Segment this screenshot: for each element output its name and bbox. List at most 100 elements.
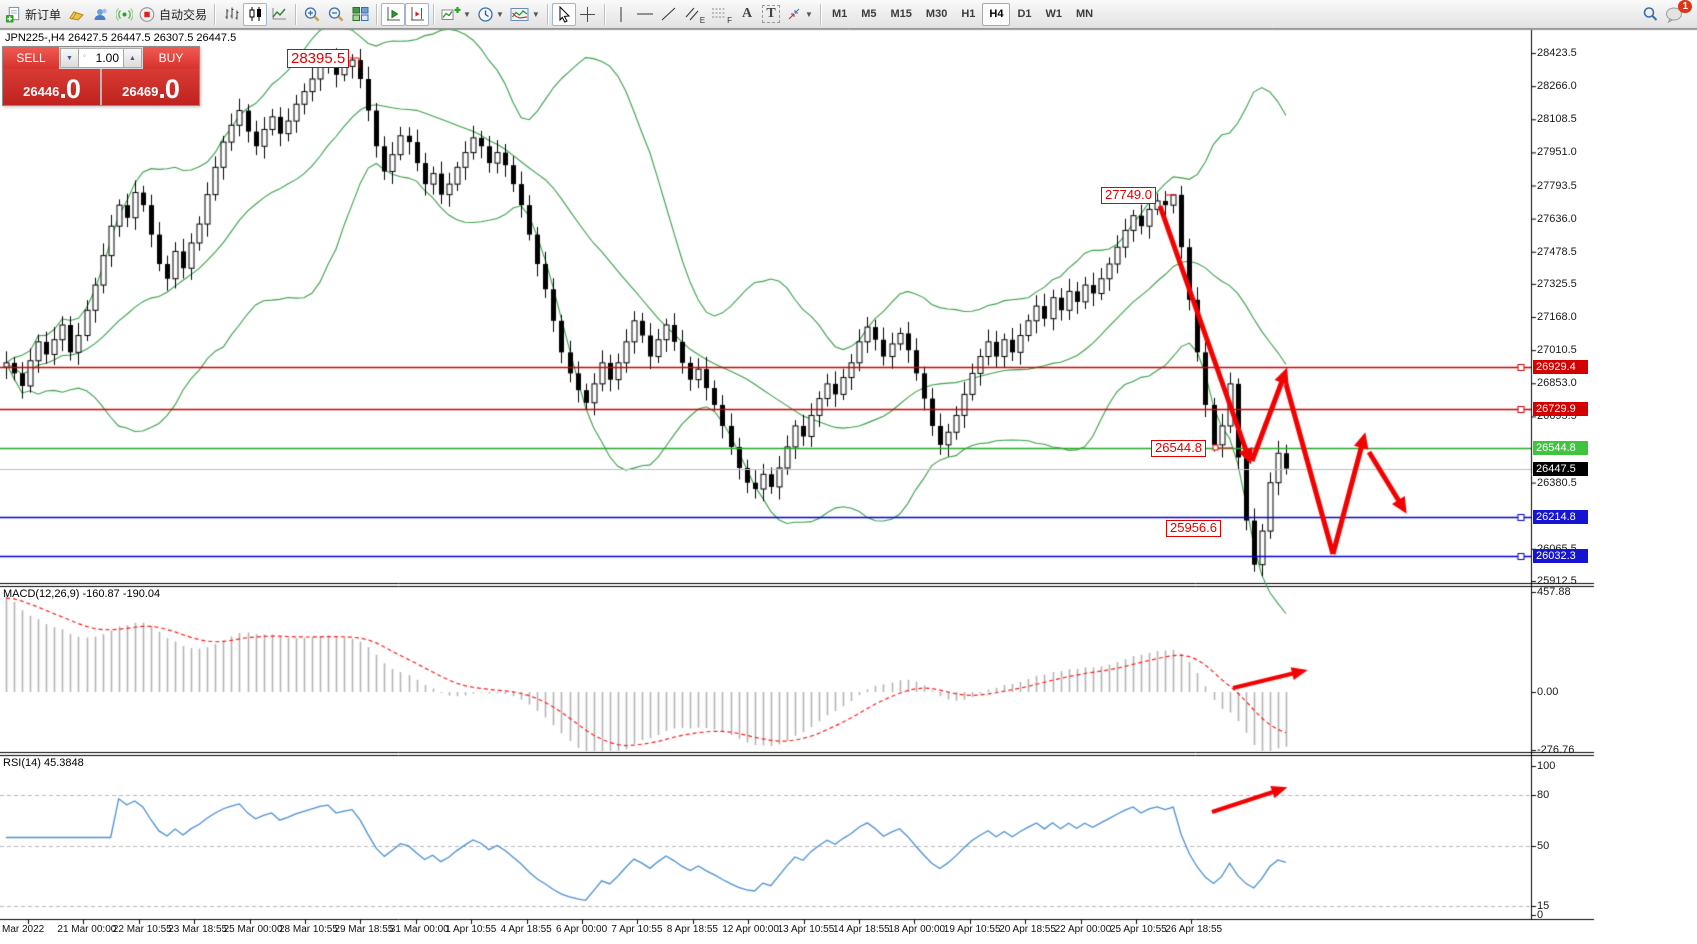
price-annotation[interactable]: 27749.0 [1101, 187, 1156, 204]
text-label-button[interactable]: T [759, 3, 783, 26]
sell-price-panel[interactable]: 26446.0 [3, 69, 100, 105]
text-tool-icon: A [741, 6, 753, 21]
one-click-trade-panel: SELL ▼ ◦ 1.00 ▲ BUY 26446.0 26469.0 [2, 46, 200, 106]
arrow-shapes-icon [786, 6, 803, 22]
price-line-badge: 26729.9 [1533, 402, 1588, 417]
price-tick-label: 28423.5 [1537, 47, 1577, 60]
price-line-badge: 26544.8 [1533, 441, 1588, 456]
community-button[interactable] [88, 3, 112, 26]
time-tick-label: 26 Apr 18:55 [1165, 924, 1223, 935]
price-line-badge: 26032.3 [1533, 548, 1588, 563]
rsi-scale-label: 15 [1537, 900, 1550, 912]
time-tick-label: 4 Apr 18:55 [500, 924, 552, 935]
toolbar-scroll-group [381, 0, 430, 28]
search-button[interactable] [1638, 3, 1662, 26]
price-tick-label: 26853.0 [1537, 377, 1577, 390]
macd-scale-label: 457.88 [1537, 586, 1571, 598]
horizontal-line-button[interactable] [633, 3, 657, 26]
bar-chart-button[interactable] [219, 3, 243, 26]
tf-m30-button[interactable]: M30 [925, 7, 948, 20]
price-line-badge: 26447.5 [1533, 461, 1588, 476]
arrows-tool-button[interactable]: ▼ [783, 3, 816, 26]
volume-dot: ◦ [83, 51, 86, 60]
candlestick-chart-button[interactable] [243, 2, 268, 26]
signals-button[interactable] [112, 3, 136, 26]
zoom-in-icon [303, 6, 321, 23]
auto-scroll-button[interactable] [381, 2, 406, 26]
market-depth-button[interactable] [64, 3, 88, 26]
time-tick-label: 18 Apr 00:00 [888, 924, 946, 935]
sell-button[interactable]: SELL [3, 47, 59, 69]
periods-button[interactable]: ▼ [474, 3, 507, 26]
toolbar-separator [295, 3, 297, 25]
time-tick-label: Mar 2022 [2, 924, 45, 935]
tf-h4-button[interactable]: H4 [982, 2, 1011, 26]
zoom-out-button[interactable] [324, 3, 348, 26]
templates-button[interactable]: ▼ [507, 3, 543, 26]
new-order-button[interactable]: 新订单 [2, 3, 64, 26]
text-tool-button[interactable]: A [735, 3, 759, 26]
search-icon [1641, 5, 1659, 23]
auto-scroll-icon [385, 6, 402, 22]
fibonacci-button[interactable]: F [708, 3, 735, 26]
time-tick-label: 25 Mar 00:00 [223, 924, 283, 935]
rsi-scale-label: 80 [1537, 789, 1550, 801]
price-annotation[interactable]: 26544.8 [1151, 440, 1206, 457]
tf-w1-button[interactable]: W1 [1045, 7, 1063, 20]
time-tick-label: 1 Apr 10:55 [445, 924, 497, 935]
auto-trading-button[interactable]: 自动交易 [136, 3, 210, 26]
rsi-scale-label: 100 [1537, 760, 1556, 772]
tf-d1-button[interactable]: D1 [1017, 7, 1032, 20]
time-tick-label: 8 Apr 18:55 [666, 924, 718, 935]
toolbar-objects-group: E F A T ▼ [551, 0, 816, 28]
tf-m1-button[interactable]: M1 [831, 7, 848, 20]
new-order-label: 新订单 [25, 7, 62, 22]
cursor-button[interactable] [551, 2, 576, 26]
tf-m15-button[interactable]: M15 [890, 7, 912, 20]
toolbar-indicator-group: ▼ ▼ ▼ [438, 0, 543, 28]
volume-increase-button[interactable]: ▲ [123, 48, 142, 68]
rsi-indicator-label: RSI(14) 45.3848 [3, 757, 84, 769]
vertical-line-button[interactable] [609, 3, 633, 26]
toolbar-charttype-group [219, 0, 291, 28]
price-tick-label: 27793.5 [1537, 179, 1577, 192]
toolbar-trade-group: 新订单 自动交易 [2, 0, 210, 28]
triangle-up-icon: ▲ [129, 54, 136, 62]
tf-m5-button[interactable]: M5 [861, 7, 877, 20]
channel-icon [684, 6, 702, 23]
sell-price-fraction: .0 [59, 74, 81, 104]
notifications-button[interactable]: 1 [1662, 0, 1692, 26]
chart-shift-button[interactable] [405, 2, 430, 26]
add-indicator-button[interactable]: ▼ [438, 3, 474, 26]
equidistant-channel-button[interactable]: E [681, 3, 708, 26]
tile-windows-button[interactable] [348, 3, 372, 26]
bar-chart-icon [223, 6, 240, 22]
chevron-down-icon: ▼ [805, 9, 813, 19]
time-tick-label: 25 Apr 10:55 [1110, 924, 1167, 935]
buy-button[interactable]: BUY [143, 47, 199, 69]
macd-scale-label: 0.00 [1537, 686, 1559, 698]
time-tick-label: 31 Mar 00:00 [389, 924, 449, 935]
time-tick-label: 19 Apr 10:55 [943, 924, 1001, 935]
trendline-button[interactable] [657, 3, 681, 26]
toolbar-separator [819, 3, 821, 25]
signal-icon [115, 6, 133, 23]
time-tick-label: 6 Apr 00:00 [556, 924, 608, 935]
new-order-icon [5, 6, 22, 23]
volume-decrease-button[interactable]: ▼ [60, 48, 79, 68]
line-chart-button[interactable] [267, 3, 291, 26]
tf-mn-button[interactable]: MN [1076, 7, 1094, 20]
price-tick-label: 27168.0 [1537, 311, 1577, 324]
volume-input[interactable]: ◦ 1.00 [79, 48, 123, 68]
gold-bar-icon [68, 6, 85, 23]
price-line-badge: 26929.4 [1533, 360, 1588, 375]
zoom-in-button[interactable] [300, 3, 324, 26]
price-annotation[interactable]: 28395.5 [287, 49, 350, 69]
tf-h1-button[interactable]: H1 [961, 7, 976, 20]
crosshair-button[interactable] [576, 3, 600, 26]
buy-price-panel[interactable]: 26469.0 [102, 69, 199, 105]
price-line-badge: 26214.8 [1533, 510, 1588, 525]
price-annotation[interactable]: 25956.6 [1166, 520, 1221, 537]
auto-trading-icon [139, 6, 156, 23]
